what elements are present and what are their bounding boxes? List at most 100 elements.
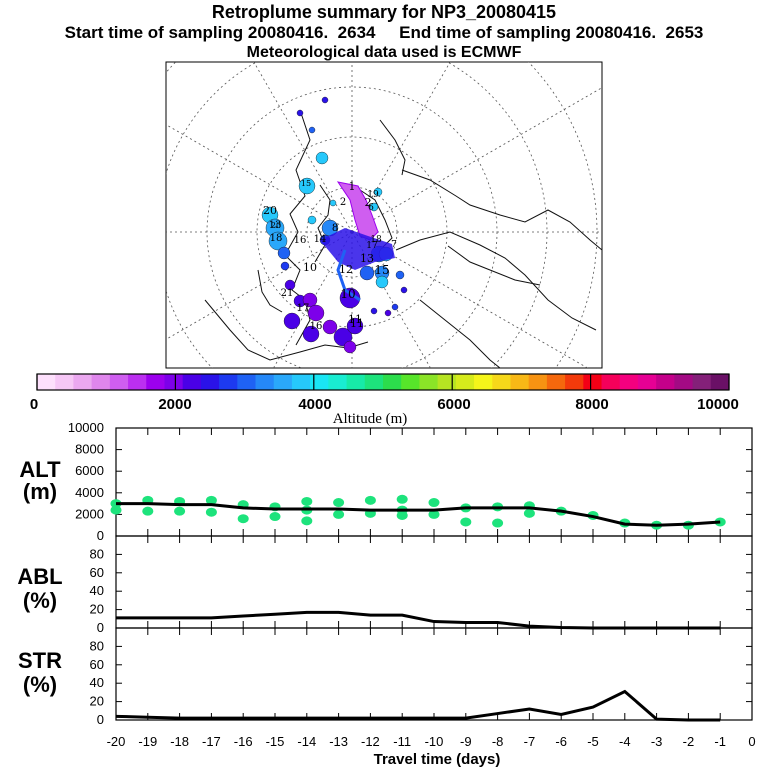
map-day-label: 12 [339, 263, 353, 276]
plume-marker [375, 275, 389, 289]
colorbar-cell [109, 374, 129, 390]
altitude-sample-point [460, 517, 472, 527]
y-tick-label: 10000 [68, 420, 104, 435]
colorbar-cell [291, 374, 311, 390]
x-tick-label: -18 [170, 734, 189, 749]
plume-marker [296, 109, 304, 117]
altitude-sample-point [333, 509, 345, 519]
colorbar-cell [310, 374, 329, 390]
map-day-label: 21 [281, 288, 294, 299]
coastline [419, 299, 501, 368]
map-day-label: 15 [374, 263, 389, 277]
colorbar-cell [710, 374, 730, 390]
coastline [447, 245, 541, 286]
altitude-sample-point [428, 498, 440, 508]
y-tick-label: 8000 [75, 442, 104, 457]
altitude-sample-point [269, 512, 281, 522]
colorbar-cell [182, 374, 202, 390]
colorbar-cell [73, 374, 93, 390]
map-day-label: 16 [310, 321, 323, 332]
plume-marker [280, 261, 290, 271]
plume-marker [268, 231, 288, 251]
colorbar-cell [219, 374, 238, 390]
x-tick-label: -19 [138, 734, 157, 749]
altitude-sample-point [333, 498, 345, 508]
meridian-line [351, 231, 589, 368]
plume-marker [370, 307, 378, 315]
plume-marker [284, 279, 296, 291]
y-tick-label: 80 [90, 638, 104, 653]
colorbar: 0 2000 4000 6000 8000 10000 Altitude (m) [30, 373, 739, 427]
map-day-label: 7 [391, 240, 397, 250]
plume-marker [329, 199, 337, 207]
coastline [395, 231, 597, 331]
colorbar-cell [546, 374, 566, 390]
panel-frame-str [115, 627, 753, 721]
altitude-sample-point [205, 495, 217, 505]
map-day-label: 6 [368, 203, 374, 213]
altitude-sample-point [174, 506, 186, 516]
plume-core [320, 228, 395, 270]
chart-title: Retroplume summary for NP3_20080415 [211, 2, 557, 22]
x-tick-label: -12 [361, 734, 380, 749]
meridian-line [351, 231, 431, 368]
series-line-str [115, 689, 721, 722]
x-tick-label: -5 [587, 734, 599, 749]
x-tick-label: -10 [425, 734, 444, 749]
colorbar-cell [637, 374, 657, 390]
colorbar-cell [164, 374, 184, 390]
x-tick-label: -6 [555, 734, 567, 749]
map-day-label: 8 [332, 223, 338, 234]
plume-marker [339, 287, 361, 309]
plume-marker [283, 312, 301, 330]
plume-marker [302, 325, 320, 343]
map-day-label: 13 [360, 252, 374, 265]
colorbar-cell [601, 374, 621, 390]
altitude-sample-point [364, 495, 376, 505]
y-tick-label: 0 [97, 620, 104, 635]
map-day-label: 10 [303, 261, 317, 274]
colorbar-tick-label: 0 [30, 396, 38, 413]
altitude-sample-point [237, 514, 249, 524]
altitude-sample-point [142, 506, 154, 516]
x-tick-label: -9 [460, 734, 472, 749]
colorbar-cell [510, 374, 530, 390]
x-tick-label: -1 [714, 734, 726, 749]
colorbar-cell [255, 374, 275, 390]
map-day-label: 13 [269, 220, 282, 231]
plume-marker [321, 96, 329, 104]
map-day-label: 17 [366, 241, 378, 251]
plume-marker [308, 126, 316, 134]
y-tick-label: 20 [90, 602, 104, 617]
colorbar-cell [437, 374, 457, 390]
altitude-sample-point [110, 505, 122, 515]
x-axis-title: Travel time (days) [374, 751, 501, 768]
colorbar-cell [583, 374, 603, 390]
coastline [401, 169, 602, 251]
map-day-label: 14 [314, 234, 327, 245]
colorbar-cell [565, 374, 584, 390]
colorbar-cell [401, 374, 420, 390]
map-day-label: 18 [270, 233, 283, 244]
colorbar-tick-label: 4000 [298, 396, 331, 413]
plume-marker [307, 304, 325, 322]
x-tick-label: -2 [683, 734, 695, 749]
panel-frame-alt [115, 427, 753, 537]
altitude-sample-point [301, 516, 313, 526]
altitude-sample-point [492, 518, 504, 528]
y-tick-label: 4000 [75, 485, 104, 500]
plume-trail [336, 181, 379, 241]
altitude-sample-point [523, 508, 535, 518]
y-tick-label: 80 [90, 546, 104, 561]
plume-marker [302, 292, 318, 308]
colorbar-cell [492, 374, 511, 390]
altitude-sample-point [205, 507, 217, 517]
panel-alt: 0 2000 4000 6000 8000 10000 ALT(m) [19, 420, 753, 543]
map-panel: 12 26781011121314151617181920211615111013… [165, 61, 603, 369]
y-tick-label: 40 [90, 583, 104, 598]
meridian-line [273, 231, 353, 368]
plume-marker [298, 177, 316, 195]
colorbar-cell [128, 374, 147, 390]
colorbar-cell [146, 374, 165, 390]
colorbar-cell [364, 374, 384, 390]
